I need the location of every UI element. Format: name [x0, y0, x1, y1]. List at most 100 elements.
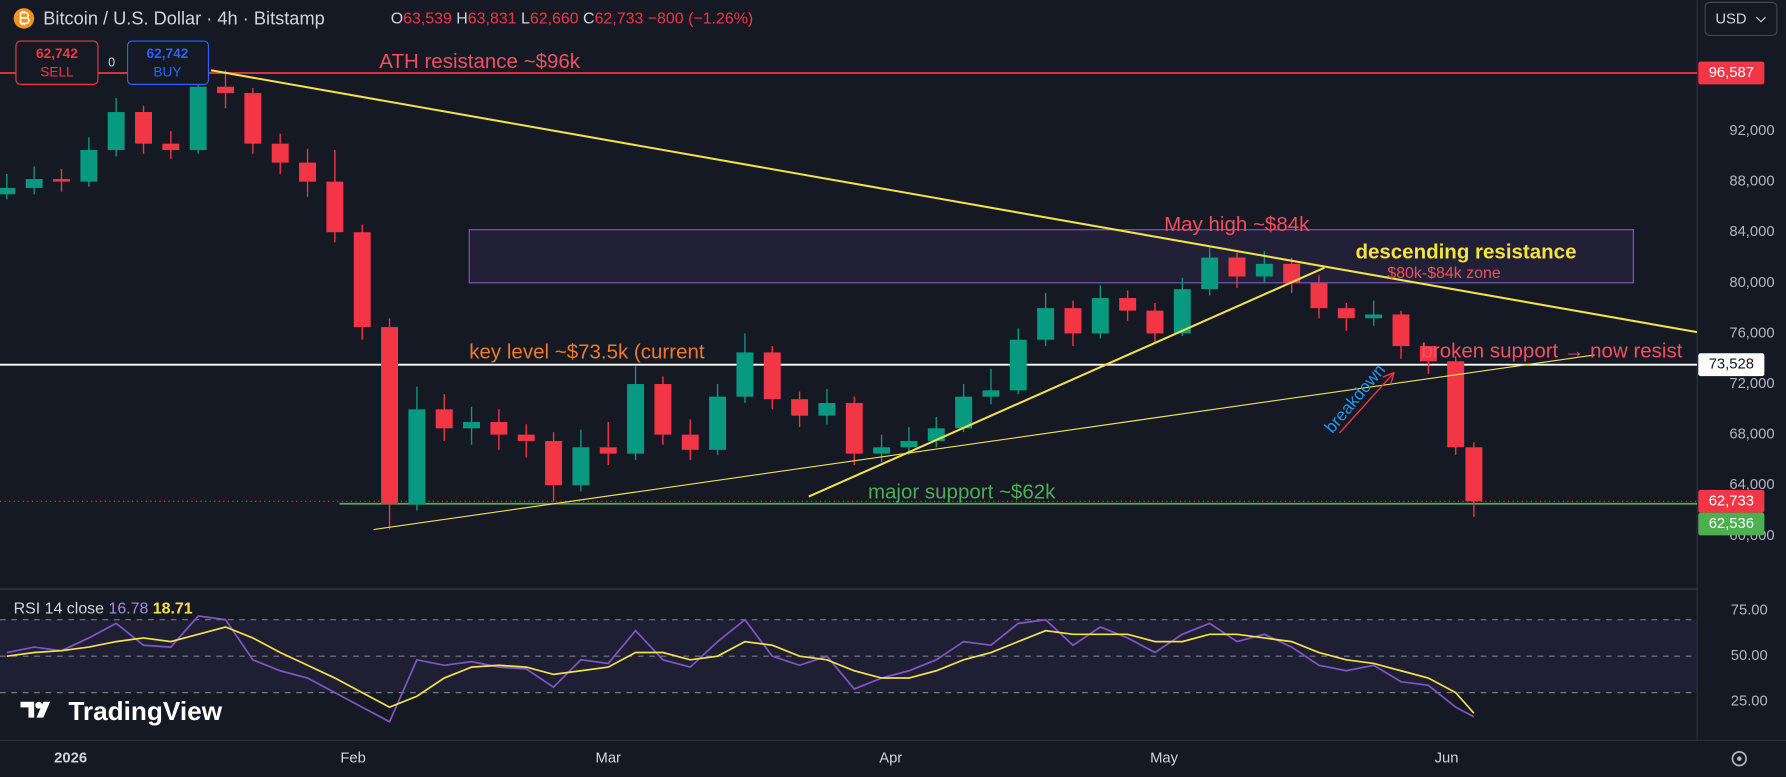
spread: 0 — [108, 56, 115, 70]
candle-body — [80, 149, 98, 182]
candle-body — [545, 440, 563, 486]
candle-body — [299, 162, 317, 182]
zone — [468, 229, 1634, 284]
candle-body — [873, 447, 891, 454]
sell-price: 62,742 — [36, 46, 78, 61]
annotation: ATH resistance ~$96k — [379, 50, 580, 73]
candle-body — [572, 447, 590, 486]
price-label: 62,536 — [1709, 516, 1754, 532]
breakdown-arrowhead — [1382, 371, 1395, 385]
gear[interactable] — [1731, 750, 1747, 767]
candle-body — [955, 396, 973, 429]
trend-line — [808, 266, 1325, 498]
buy-label: BUY — [153, 64, 181, 79]
candle-body — [1228, 257, 1246, 277]
candle-body — [162, 143, 180, 150]
rsi-layer — [0, 615, 1698, 723]
price-label-box — [1698, 512, 1765, 536]
annotation: key level ~$73.5k (current — [469, 341, 705, 364]
candle-body — [1283, 263, 1301, 283]
header: Bitcoin / U.S. Dollar · 4h · Bitstamp O6… — [13, 1, 1778, 85]
y-tick-label: 88,000 — [1729, 174, 1774, 190]
annotation: major support ~$62k — [868, 481, 1056, 504]
candle-body — [353, 232, 371, 328]
y-tick-label: 50.00 — [1731, 648, 1768, 664]
candle-body — [1119, 298, 1137, 311]
candle-body — [845, 403, 863, 454]
settings-icon[interactable] — [1731, 750, 1747, 767]
rsi-line — [6, 626, 1475, 714]
x-tick-label: Jun — [1435, 751, 1459, 767]
candle-body — [107, 112, 125, 150]
y-tick-label: 72,000 — [1729, 376, 1774, 392]
candle-body — [818, 403, 836, 416]
candle-body — [1255, 263, 1273, 277]
breakdown-arrow — [1338, 372, 1395, 434]
chevron — [1755, 16, 1766, 23]
y-tick-label: 92,000 — [1729, 123, 1774, 139]
ohlc-value: 63,831 — [468, 10, 517, 27]
logo-dot — [35, 701, 43, 709]
symbol: Bitcoin / U.S. Dollar · 4h · Bitstamp — [43, 8, 324, 28]
candle-body — [490, 421, 508, 435]
candle-body — [1201, 257, 1219, 290]
rsi-value: 16.78 — [108, 600, 148, 617]
sell-button[interactable] — [15, 40, 99, 85]
rsi-legend: RSI 14 close 16.78 18.71 — [14, 600, 193, 617]
candle-body — [1365, 314, 1383, 319]
candle-body — [326, 181, 344, 233]
y-tick-label: 64,000 — [1729, 477, 1774, 493]
sell-label: SELL — [40, 64, 74, 79]
candle-body — [1392, 314, 1410, 347]
candle-body — [627, 384, 645, 454]
candle-body — [1419, 346, 1437, 362]
x-tick-label: Feb — [340, 751, 366, 767]
candle-body — [1037, 308, 1055, 340]
candle-body — [791, 399, 809, 416]
y-tick-label: 84,000 — [1729, 224, 1774, 240]
ohlc-value: 62,660 — [530, 10, 579, 27]
annotation: descending resistance — [1355, 240, 1576, 263]
rsi-title: RSI 14 close — [14, 600, 104, 617]
candle-body — [408, 409, 426, 505]
candle-body — [1173, 289, 1191, 334]
buy-price: 62,742 — [147, 46, 189, 61]
x-tick-label: Mar — [596, 751, 622, 767]
price-label: 62,733 — [1709, 493, 1754, 509]
gear-center — [1737, 756, 1742, 761]
change: −800 (−1.26%) — [648, 10, 753, 27]
logo-mark — [20, 701, 51, 718]
candle-body — [1064, 308, 1082, 334]
candle-body — [1310, 282, 1328, 309]
price-label: 96,587 — [1709, 65, 1754, 81]
ohlc: O63,539 H63,831 L62,660 C62,733 −800 (−1… — [391, 10, 754, 27]
currency-select[interactable] — [1704, 1, 1778, 36]
candle-body — [654, 384, 672, 435]
candle-body — [135, 112, 152, 144]
rsi-line — [6, 615, 1475, 723]
buy-button[interactable] — [127, 40, 210, 85]
candle-body — [1146, 310, 1164, 334]
candle-body — [517, 434, 535, 441]
annotation: $80k-$84k zone — [1387, 265, 1501, 282]
trend-line — [210, 69, 1698, 334]
candle-body — [1009, 339, 1027, 391]
price-labels-layer: 96,587 73,528 62,733 62,536 — [1698, 61, 1765, 536]
candles-layer — [0, 61, 1483, 530]
annotation: broken support → now resist — [1422, 339, 1683, 362]
ohlc-key: C — [583, 10, 595, 27]
candle-body — [53, 179, 70, 182]
candle-body — [1465, 447, 1483, 502]
candle-body — [25, 179, 43, 188]
y-tick-label: 68,000 — [1729, 427, 1774, 443]
candle-body — [0, 187, 16, 195]
y-tick-label: 80,000 — [1729, 275, 1774, 291]
axes-layer: 60,00064,00068,00072,00076,00080,00084,0… — [54, 123, 1774, 767]
ohlc-key: H — [456, 10, 468, 27]
candle-body — [900, 440, 918, 448]
candle-body — [709, 396, 727, 450]
x-tick-label: 2026 — [54, 751, 87, 767]
